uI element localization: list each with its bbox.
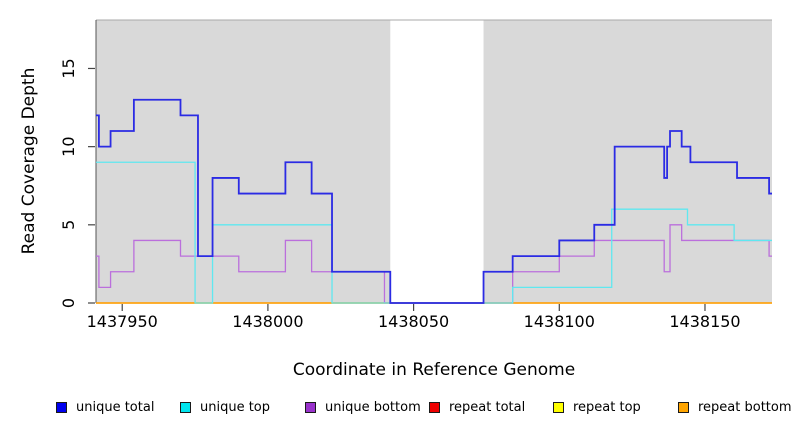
x-tick-label: 1437950 [87, 312, 158, 331]
legend-item-repeat-top: repeat top [553, 398, 641, 416]
series-line-unique-bottom [96, 224, 772, 304]
legend-swatch-repeat-top-icon [553, 401, 564, 413]
legend-label-repeat-top: repeat top [573, 399, 641, 415]
series-line-unique-top [96, 161, 772, 304]
legend-swatch-repeat-bottom-icon [678, 401, 689, 413]
x-tick-label: 1438150 [669, 312, 740, 331]
x-tick-label: 1438100 [524, 312, 595, 331]
legend-label-repeat-bottom: repeat bottom [698, 399, 792, 415]
legend-swatch-repeat-total-icon [429, 401, 440, 413]
legend-label-unique-total: unique total [76, 399, 155, 415]
legend-item-repeat-total: repeat total [429, 398, 525, 416]
legend-item-unique-total: unique total [56, 398, 154, 416]
x-axis-title: Coordinate in Reference Genome [292, 360, 576, 380]
y-tick-label: 5 [59, 220, 78, 230]
legend-swatch-unique-top-icon [180, 401, 191, 413]
x-tick-label: 1438000 [232, 312, 303, 331]
y-axis-title: Read Coverage Depth [19, 67, 39, 255]
y-tick-label: 15 [59, 58, 78, 78]
legend-item-unique-top: unique top [180, 398, 270, 416]
legend-item-unique-bottom: unique bottom [305, 398, 421, 416]
legend: unique total unique top unique bottom repea… [0, 398, 792, 418]
legend-swatch-unique-total-icon [56, 401, 67, 413]
masked-region [390, 20, 484, 303]
coverage-plot: 1437950 1438000 1438050 1438100 1438150 0 5 10 1… [59, 19, 772, 331]
legend-label-unique-top: unique top [200, 399, 271, 415]
y-tick-label: 0 [59, 298, 78, 308]
series-line-unique-total [96, 98, 772, 304]
legend-label-unique-bottom: unique bottom [325, 399, 421, 415]
legend-item-repeat-bottom: repeat bottom [678, 398, 792, 416]
y-tick-label: 10 [59, 136, 78, 156]
legend-swatch-unique-bottom-icon [305, 401, 316, 413]
legend-label-repeat-total: repeat total [449, 399, 526, 415]
x-tick-label: 1438050 [378, 312, 449, 331]
